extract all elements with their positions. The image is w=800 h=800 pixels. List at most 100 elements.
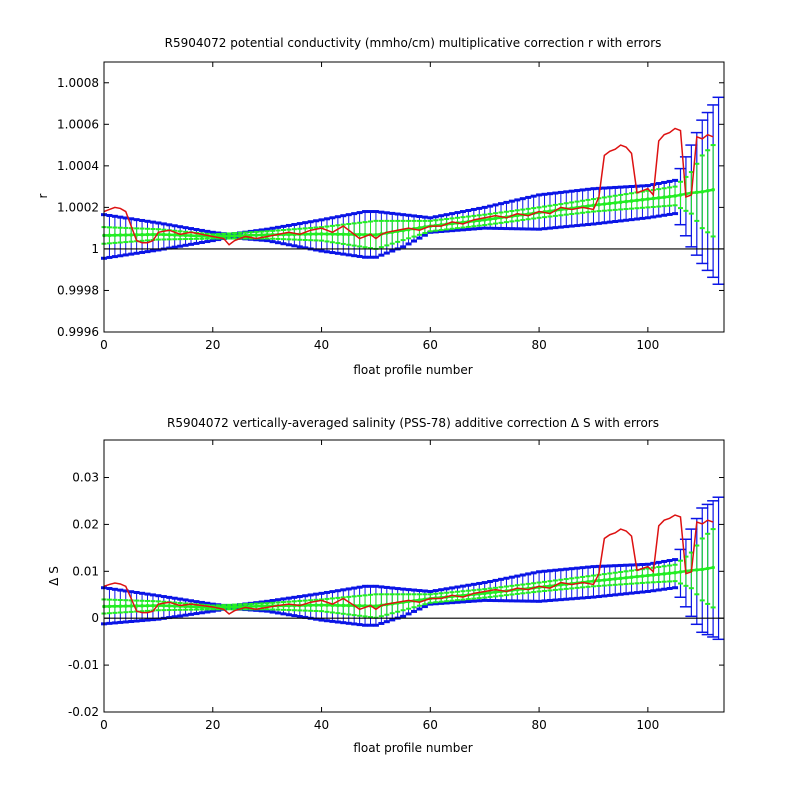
top-green-point xyxy=(618,200,623,204)
bottom-xtick-label: 100 xyxy=(636,718,659,732)
top-green-point xyxy=(374,233,378,237)
top-xtick-label: 40 xyxy=(314,338,329,352)
bottom-ytick-label: -0.01 xyxy=(68,658,99,672)
top-green-point xyxy=(336,232,340,237)
bottom-axes-box xyxy=(103,439,725,713)
top-green-point xyxy=(314,232,318,236)
bottom-green-point xyxy=(656,572,661,577)
bottom-green-point xyxy=(488,590,492,595)
top-green-point xyxy=(194,234,199,238)
bottom-green-point xyxy=(651,573,656,577)
bottom-xtick-label: 60 xyxy=(423,718,438,732)
bottom-green-point xyxy=(129,604,133,608)
bottom-green-point xyxy=(118,604,123,609)
top-xtick-label: 80 xyxy=(531,338,546,352)
bottom-chart: R5904072 vertically-averaged salinity (P… xyxy=(47,416,725,755)
top-ytick-label: 1 xyxy=(91,242,99,256)
top-green-point xyxy=(667,194,672,199)
bottom-green-point xyxy=(618,576,623,581)
top-green-point xyxy=(249,233,253,238)
bottom-green-point xyxy=(194,605,199,609)
top-green-point xyxy=(646,197,650,201)
bottom-chart-title: R5904072 vertically-averaged salinity (P… xyxy=(167,416,659,430)
bottom-green-point xyxy=(646,573,650,578)
top-xtick-label: 0 xyxy=(100,338,108,352)
top-green-point xyxy=(341,232,346,237)
top-green-point xyxy=(259,233,264,237)
bottom-green-point xyxy=(140,604,144,608)
top-green-point xyxy=(134,233,139,237)
bottom-green-point xyxy=(673,570,677,575)
bottom-green-point xyxy=(635,574,639,579)
bottom-green-point xyxy=(162,603,166,608)
bottom-green-point xyxy=(711,565,715,570)
bottom-green-point xyxy=(493,590,498,594)
top-xtick-label: 20 xyxy=(205,338,220,352)
top-green-point xyxy=(287,232,291,237)
top-xtick-label: 100 xyxy=(636,338,659,352)
top-green-point xyxy=(629,199,634,203)
top-green-point xyxy=(172,233,177,237)
bottom-xtick-label: 40 xyxy=(314,718,329,732)
bottom-green-point xyxy=(259,604,264,608)
top-ytick-label: 0.9998 xyxy=(57,283,99,297)
top-xlabel: float profile number xyxy=(353,363,472,377)
top-green-point xyxy=(482,218,487,222)
top-green-point xyxy=(118,233,123,237)
bottom-green-point xyxy=(221,605,226,609)
bottom-ytick-label: 0.02 xyxy=(72,517,99,531)
bottom-green-point xyxy=(624,575,628,580)
top-chart-title: R5904072 potential conductivity (mmho/cm… xyxy=(165,36,662,50)
top-green-point xyxy=(325,232,329,236)
top-green-point xyxy=(705,188,710,193)
bottom-green-point xyxy=(678,570,683,574)
bottom-ytick-label: 0.01 xyxy=(72,564,99,578)
bottom-green-point xyxy=(308,603,313,608)
top-axes-box xyxy=(103,61,725,333)
bottom-green-point xyxy=(314,603,318,607)
bottom-green-point xyxy=(667,571,672,576)
bottom-ytick-label: 0 xyxy=(91,611,99,625)
top-green-point xyxy=(107,233,112,238)
bottom-xlabel: float profile number xyxy=(353,741,472,755)
top-green-point xyxy=(711,187,715,192)
bottom-green-point xyxy=(167,604,172,608)
bottom-ytick-label: -0.02 xyxy=(68,705,99,719)
top-green-point xyxy=(493,216,498,221)
top-green-point xyxy=(656,196,661,200)
bottom-xtick-label: 0 xyxy=(100,718,108,732)
top-green-point xyxy=(140,232,144,237)
top-green-point xyxy=(586,204,590,208)
top-ytick-label: 1.0006 xyxy=(57,117,99,131)
bottom-green-point xyxy=(357,603,362,608)
bottom-green-point xyxy=(254,604,259,609)
top-green-point xyxy=(624,199,628,204)
bottom-green-point xyxy=(189,604,193,609)
top-green-point xyxy=(221,234,226,238)
bottom-green-point xyxy=(319,603,324,607)
bottom-green-point xyxy=(482,591,487,596)
bottom-green-point xyxy=(417,598,422,602)
bottom-green-point xyxy=(151,603,155,608)
top-green-point xyxy=(145,232,150,237)
top-ytick-label: 1.0004 xyxy=(57,159,99,173)
bottom-green-point xyxy=(613,577,618,581)
top-green-point xyxy=(167,233,172,237)
bottom-xtick-label: 20 xyxy=(205,718,220,732)
top-red-series xyxy=(103,127,714,246)
bottom-ytick-label: 0.03 xyxy=(72,471,99,485)
bottom-xtick-label: 80 xyxy=(531,718,546,732)
top-green-point xyxy=(227,234,231,238)
top-green-point xyxy=(357,232,362,237)
top-green-point xyxy=(635,198,639,203)
bottom-green-point xyxy=(249,604,253,609)
top-green-point xyxy=(346,232,351,237)
top-green-point xyxy=(113,233,117,238)
top-plot-area: 0 20 40 60 80 100 0.9996 0.9998 1 1.0002 1.0004 1.0… xyxy=(57,61,725,352)
bottom-green-point xyxy=(341,603,346,608)
bottom-green-point xyxy=(700,567,705,572)
bottom-green-point xyxy=(559,583,563,587)
bottom-green-point xyxy=(346,603,351,608)
top-green-point xyxy=(695,190,699,195)
